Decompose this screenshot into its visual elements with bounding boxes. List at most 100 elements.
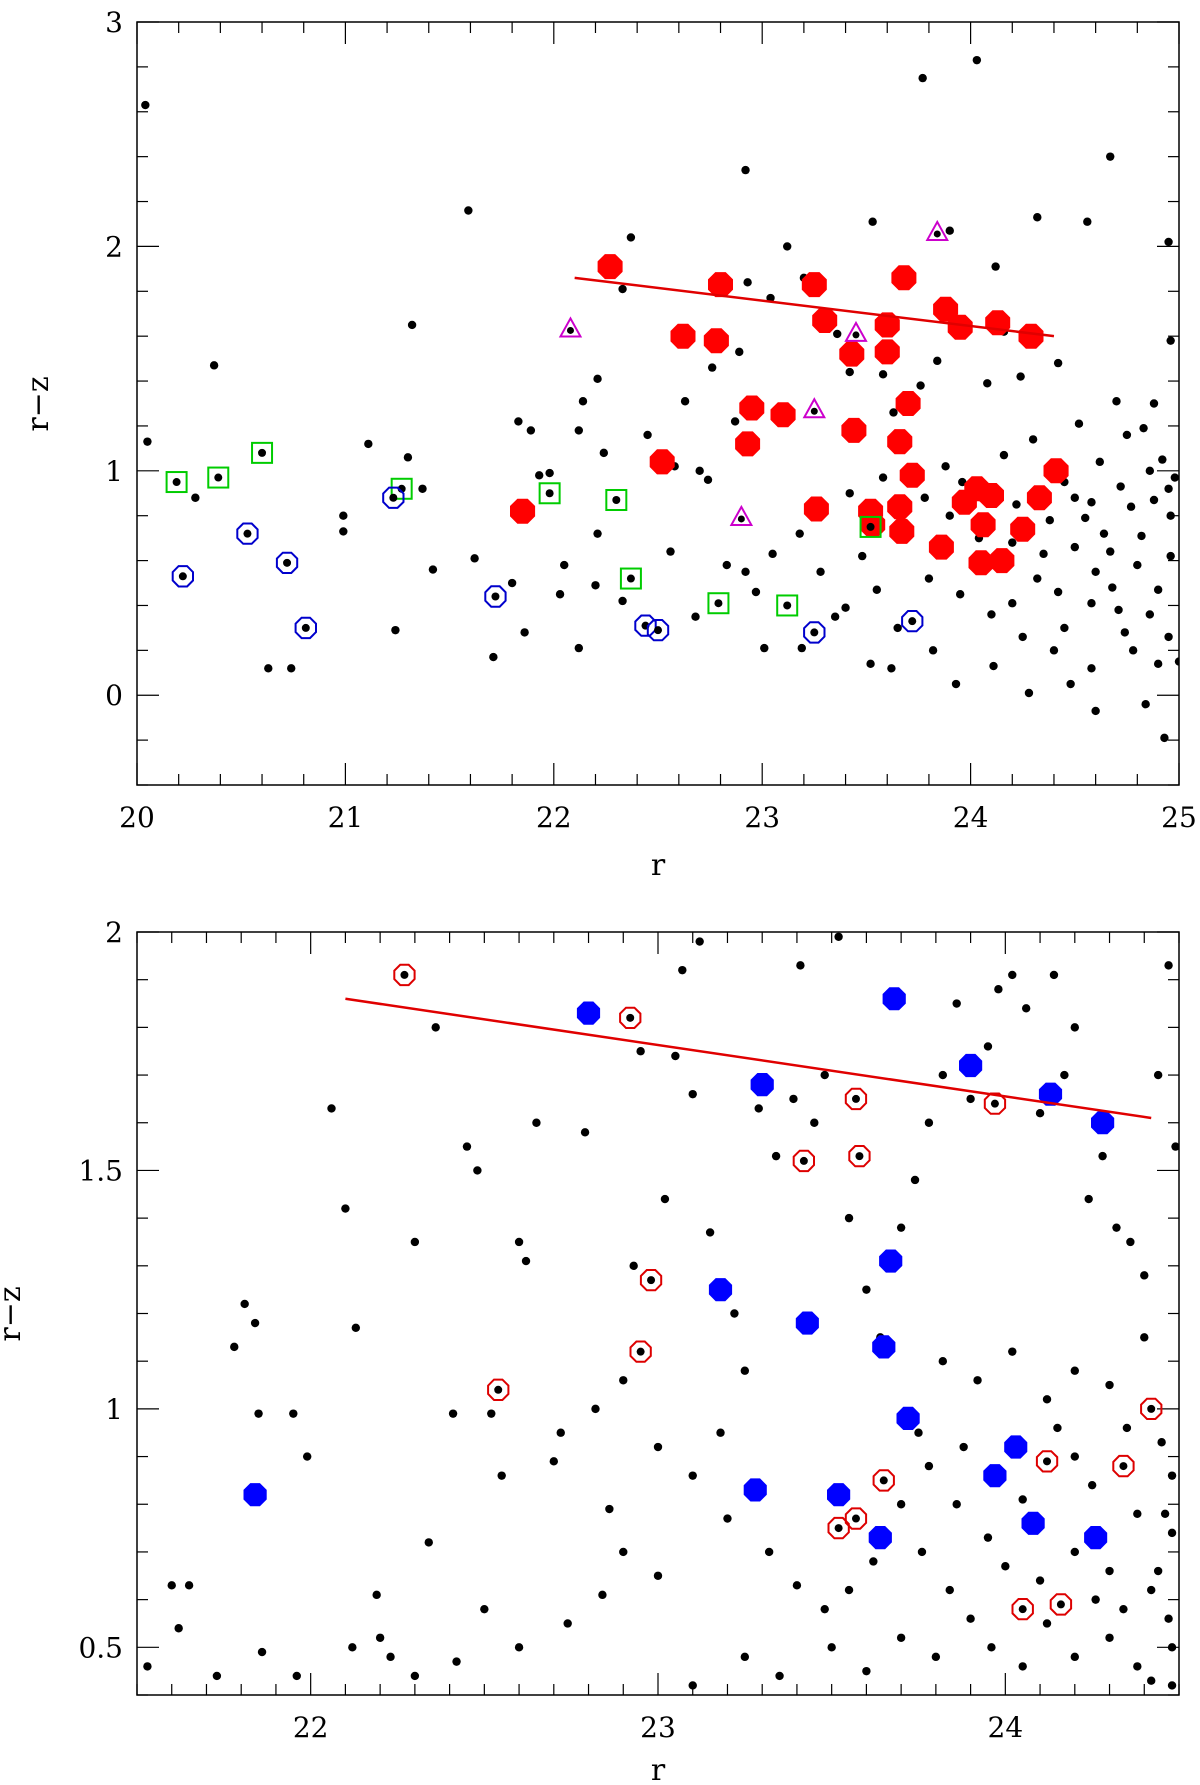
data-point (545, 468, 554, 478)
data-point (264, 664, 273, 673)
data-point (802, 397, 826, 419)
data-point (1105, 1380, 1114, 1390)
y-tick-label: 1.5 (78, 1154, 123, 1187)
data-point (487, 1409, 496, 1418)
data-point (574, 643, 584, 653)
data-point (1038, 1082, 1063, 1106)
data-point (1116, 482, 1125, 491)
data-point (626, 233, 636, 242)
data-point (751, 587, 761, 597)
data-point (556, 1428, 565, 1437)
data-point (887, 494, 913, 520)
data-point (1098, 1151, 1107, 1161)
data-point (1083, 217, 1092, 226)
y-tick-label: 0.5 (78, 1631, 123, 1664)
data-point (703, 475, 713, 484)
data-point (294, 616, 317, 640)
data-point (484, 585, 507, 608)
data-point (174, 1624, 183, 1633)
data-point-center (866, 522, 875, 531)
data-point-center (243, 529, 252, 538)
data-point (924, 1461, 934, 1471)
data-point (1167, 1643, 1177, 1652)
data-point-center (545, 489, 554, 498)
data-point (619, 567, 642, 590)
data-point (991, 262, 1000, 271)
data-point-center (612, 495, 621, 504)
data-point (887, 429, 913, 455)
data-point-center (566, 326, 574, 334)
data-point (844, 1213, 854, 1223)
data-point (1012, 500, 1021, 509)
data-point (1053, 358, 1063, 368)
data-point (931, 1652, 941, 1662)
data-point (428, 565, 438, 574)
data-point (649, 449, 675, 475)
data-point (866, 659, 875, 669)
data-point (514, 417, 523, 426)
data-point (1070, 1652, 1080, 1662)
data-point (448, 1409, 458, 1418)
x-tick-label: 24 (988, 1711, 1024, 1744)
x-tick-label: 21 (328, 801, 364, 834)
data-point (1091, 706, 1100, 716)
data-point (1153, 1566, 1163, 1576)
data-point (887, 664, 896, 673)
x-tick-label: 23 (744, 801, 780, 834)
data-point (830, 612, 840, 621)
x-tick-label: 25 (1161, 801, 1197, 834)
data-point (1053, 587, 1063, 597)
data-point (666, 547, 675, 556)
data-point-center (908, 617, 917, 626)
data-layer (141, 55, 1179, 743)
data-point (473, 1166, 482, 1175)
data-point (339, 527, 348, 536)
data-point (768, 549, 777, 559)
chart-panel-bottom: 22 23 24 0.5 1 1.5 2 r r−z (0, 916, 1180, 1785)
data-point (1070, 1547, 1080, 1557)
data-point (924, 574, 934, 583)
data-point-center (283, 558, 292, 567)
data-point (845, 489, 854, 498)
data-point (1160, 733, 1169, 743)
data-point (560, 560, 569, 570)
data-point (660, 1194, 670, 1204)
data-point (764, 1547, 774, 1557)
data-point (1008, 538, 1017, 547)
data-point (390, 477, 413, 500)
plot-frame (136, 21, 1180, 786)
data-point (716, 1428, 725, 1437)
data-point (431, 1023, 440, 1032)
data-point (893, 623, 902, 633)
data-point (987, 1643, 996, 1652)
data-point (708, 1278, 733, 1302)
data-point (872, 1335, 896, 1359)
data-point (1039, 549, 1048, 559)
data-point (743, 1478, 767, 1502)
data-point (1126, 1237, 1135, 1247)
data-point (1170, 473, 1179, 482)
data-point (618, 284, 627, 294)
data-point (574, 426, 584, 435)
data-point (1084, 1194, 1093, 1204)
data-point (820, 1604, 829, 1614)
data-point (879, 1249, 903, 1273)
data-point (901, 610, 924, 633)
data-point (375, 1633, 385, 1642)
data-point (671, 1051, 680, 1061)
data-point (403, 453, 413, 462)
data-point (1095, 457, 1105, 467)
data-point (803, 496, 829, 522)
data-point (563, 1619, 572, 1628)
data-layer (143, 932, 1179, 1690)
data-point (254, 1409, 263, 1418)
data-point (729, 504, 754, 526)
y-tick-label: 2 (105, 230, 123, 263)
data-point (1112, 397, 1121, 406)
data-point (1070, 1366, 1080, 1375)
data-point (1158, 455, 1167, 464)
data-point (1133, 1662, 1142, 1671)
fit-line (345, 997, 1152, 1120)
data-point (1010, 516, 1036, 542)
data-point (520, 628, 529, 637)
